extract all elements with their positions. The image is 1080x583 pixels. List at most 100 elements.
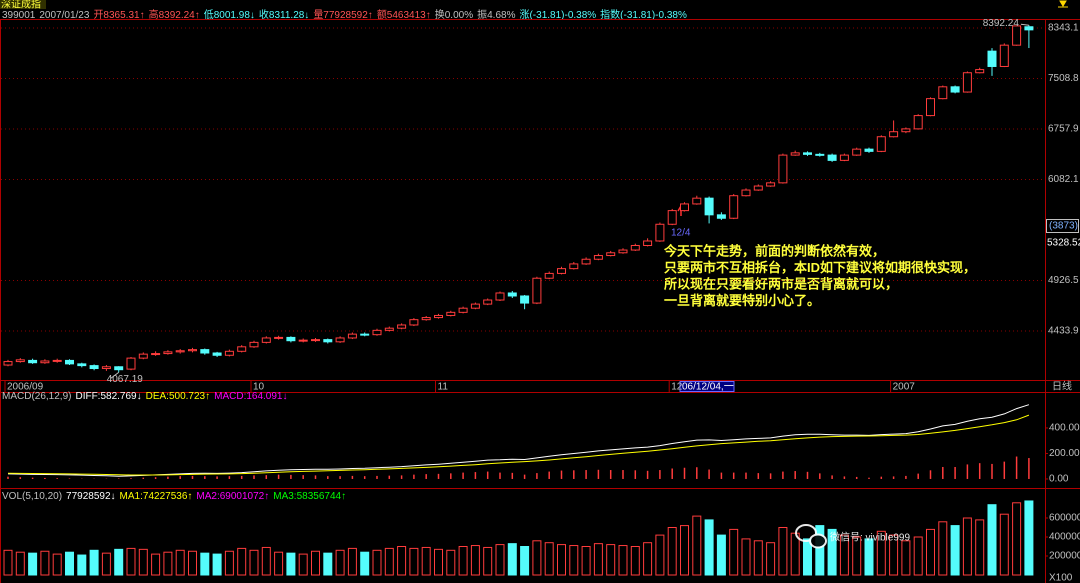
volume-bar bbox=[839, 534, 849, 576]
candle-body bbox=[261, 337, 271, 343]
volume-bar bbox=[347, 547, 357, 576]
volume-bar bbox=[261, 546, 271, 576]
candle-body bbox=[741, 189, 751, 197]
candle-body bbox=[470, 303, 480, 309]
cursor-date: 06/12/04,一 bbox=[682, 382, 734, 393]
volume-bar bbox=[372, 549, 382, 576]
candle-body bbox=[581, 258, 591, 265]
candle-body bbox=[397, 324, 407, 329]
candle-body bbox=[667, 210, 677, 225]
candle-body bbox=[495, 292, 505, 301]
volume-bar bbox=[569, 545, 579, 576]
volume-bar bbox=[114, 548, 124, 576]
y-tick-label: 8343.1 bbox=[1048, 23, 1079, 34]
candle-body bbox=[569, 263, 579, 270]
volume-bar bbox=[138, 548, 148, 576]
volume-bar bbox=[77, 554, 87, 576]
candle-body bbox=[950, 86, 960, 93]
title-box bbox=[0, 0, 46, 9]
volume-bar bbox=[28, 552, 38, 576]
y-tick-label: 7508.8 bbox=[1048, 73, 1079, 84]
y-tick-label: 200.00 bbox=[1049, 448, 1080, 459]
volume-bar bbox=[224, 550, 234, 576]
wechat-watermark: 微信号: vivible999 bbox=[795, 524, 910, 549]
high-label: 8392.24 bbox=[983, 18, 1020, 29]
info-item: 额5463413↑ bbox=[377, 8, 431, 21]
y-tick-label: 400.00 bbox=[1049, 423, 1080, 434]
info-item: 指数(-31.81)-0.38% bbox=[600, 8, 687, 21]
volume-bar bbox=[716, 534, 726, 576]
candle-body bbox=[815, 153, 825, 156]
volume-bar bbox=[470, 545, 480, 576]
y-tick-label: 400000 bbox=[1049, 532, 1080, 543]
index-title: 深证成指 bbox=[1, 0, 41, 11]
candle-body bbox=[3, 361, 13, 366]
volume-bar bbox=[593, 543, 603, 576]
volume-bar bbox=[495, 544, 505, 576]
candle-body bbox=[557, 268, 566, 274]
candle-body bbox=[618, 249, 628, 254]
volume-bar bbox=[40, 550, 50, 576]
annotation-line: 今天下午走势，前面的判断依然有效， bbox=[663, 243, 885, 258]
volume-bar bbox=[200, 552, 210, 576]
panel-legend: VOL(5,10,20) 77928592↓ MA1:74227536↑ MA2:69… bbox=[2, 491, 346, 502]
annotation-line: 只要两市不互相拆台，本ID如下建议将如期很快实现， bbox=[664, 260, 976, 275]
volume-bar bbox=[901, 540, 911, 576]
annotation-line: 一旦背离就要特别小心了。 bbox=[664, 293, 820, 308]
candle-body bbox=[975, 69, 985, 74]
candle-body bbox=[311, 339, 320, 342]
volume-bar bbox=[212, 553, 222, 576]
y-tick-label: 4926.5 bbox=[1048, 275, 1079, 286]
candle-body bbox=[323, 339, 333, 343]
candle-body bbox=[224, 350, 234, 356]
candle-body bbox=[40, 360, 50, 364]
volume-bar bbox=[876, 530, 886, 576]
volume-bar bbox=[753, 540, 763, 576]
info-item: 量77928592↑ bbox=[313, 9, 373, 21]
volume-bar bbox=[311, 550, 320, 576]
candle-body bbox=[65, 359, 74, 365]
unit-label: X100 bbox=[1049, 573, 1073, 583]
candle-body bbox=[421, 317, 431, 321]
candle-body bbox=[753, 185, 763, 191]
high-pointer bbox=[1020, 23, 1029, 26]
volume-bar bbox=[803, 538, 812, 576]
volume-bar bbox=[766, 542, 776, 576]
candle-body bbox=[913, 115, 923, 130]
volume-bar bbox=[360, 551, 370, 576]
candle-body bbox=[999, 44, 1009, 67]
candle-body bbox=[458, 307, 468, 313]
candle-body bbox=[1024, 26, 1034, 31]
volume-bar bbox=[15, 551, 25, 576]
x-tick-label: 2006/09 bbox=[7, 382, 44, 393]
cursor-label: (3873) bbox=[1049, 221, 1078, 232]
macd-line bbox=[7, 404, 1030, 477]
candle-body bbox=[716, 214, 726, 219]
info-item: 收8311.28↓ bbox=[259, 8, 309, 21]
candle-body bbox=[643, 240, 653, 246]
candle-body bbox=[962, 72, 972, 93]
volume-bar bbox=[827, 528, 837, 576]
toolbar-icon[interactable] bbox=[1058, 0, 1068, 8]
candle-body bbox=[163, 351, 173, 355]
candle-body bbox=[790, 152, 800, 156]
candle-body bbox=[286, 336, 296, 342]
candle-body bbox=[77, 363, 87, 367]
macd-line bbox=[7, 414, 1030, 476]
volume-bar bbox=[667, 527, 677, 576]
watermark-text: 微信号: vivible999 bbox=[830, 531, 910, 544]
candle-body bbox=[852, 148, 862, 156]
volume-bar bbox=[507, 543, 517, 576]
volume-bar bbox=[409, 547, 419, 576]
volume-bar bbox=[938, 521, 948, 576]
candle-body bbox=[520, 295, 530, 304]
candle-body bbox=[987, 50, 997, 67]
candle-body bbox=[249, 341, 259, 348]
volume-bar bbox=[741, 538, 751, 576]
candle-body bbox=[704, 197, 714, 216]
volume-bar bbox=[692, 515, 702, 576]
y-tick-label: 6757.9 bbox=[1048, 124, 1079, 135]
candle-body bbox=[926, 98, 935, 117]
volume-bar bbox=[65, 551, 74, 576]
